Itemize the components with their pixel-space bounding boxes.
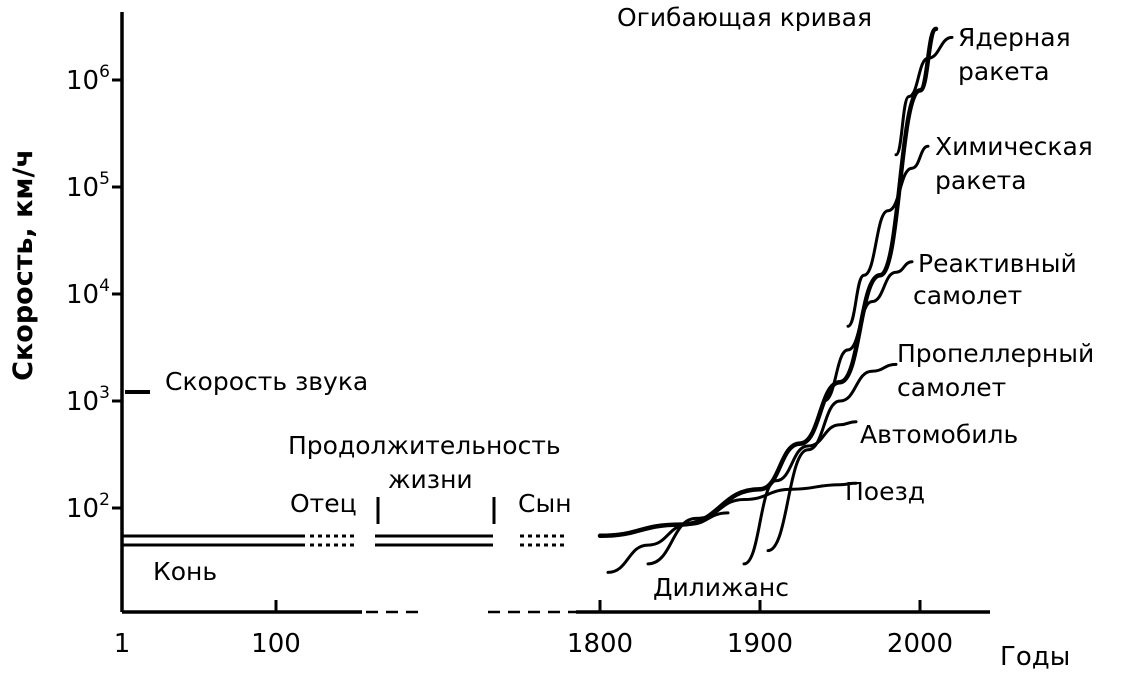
label-jet-plane: Реактивный самолет <box>913 249 1085 310</box>
y-tick-exponent: 6 <box>99 62 110 82</box>
x-tick-label: 100 <box>251 629 301 659</box>
series-line-5 <box>822 260 914 403</box>
y-tick-base: 10 <box>66 280 99 310</box>
lifespan-label-line1: Продолжительность <box>288 431 561 460</box>
lifespan-father-label: Отец <box>290 489 357 518</box>
label-chem-rocket: Химическая ракета <box>935 132 1101 195</box>
x-axis-label: Годы <box>1000 642 1070 672</box>
sound-speed-label: Скорость звука <box>165 367 368 396</box>
y-tick-exponent: 3 <box>99 383 110 403</box>
label-prop-plane-line2: самолет <box>897 373 1006 402</box>
y-tick-label: 104 <box>66 276 110 310</box>
label-stagecoach: Дилижанс <box>653 573 789 602</box>
label-horse: Конь <box>153 557 217 586</box>
label-train: Поезд <box>845 477 925 506</box>
label-envelope: Огибающая кривая <box>617 3 872 32</box>
series-line-6 <box>846 144 930 328</box>
x-tick-label: 1800 <box>567 629 633 659</box>
series-line-3 <box>742 420 858 566</box>
x-tick-group: 1 100 1800 1900 2000 <box>114 600 953 659</box>
x-tick-label: 1 <box>114 629 131 659</box>
series-line-8 <box>597 26 939 539</box>
label-car: Автомобиль <box>860 420 1018 449</box>
y-tick-exponent: 2 <box>99 490 110 510</box>
label-chem-rocket-line2: ракета <box>935 166 1027 195</box>
y-tick-base: 10 <box>66 387 99 417</box>
series-group <box>597 26 954 574</box>
y-tick-label: 106 <box>66 62 110 96</box>
lifespan-label-line2: жизни <box>388 465 473 494</box>
series-line-1 <box>606 511 730 574</box>
label-jet-plane-line1: Реактивный <box>918 249 1077 278</box>
label-chem-rocket-line1: Химическая <box>935 132 1093 161</box>
label-prop-plane: Пропеллерный самолет <box>897 339 1102 402</box>
y-tick-base: 10 <box>66 173 99 203</box>
label-nuclear-rocket-line2: ракета <box>958 57 1050 86</box>
label-jet-plane-line2: самолет <box>913 281 1022 310</box>
label-prop-plane-line1: Пропеллерный <box>897 339 1094 368</box>
series-line-7 <box>894 35 954 157</box>
horse-band <box>122 497 565 547</box>
x-tick-label: 2000 <box>887 629 953 659</box>
y-tick-exponent: 5 <box>99 169 110 189</box>
label-nuclear-rocket-line1: Ядерная <box>958 23 1071 52</box>
y-tick-label: 105 <box>66 169 110 203</box>
y-tick-label: 103 <box>66 383 110 417</box>
y-tick-base: 10 <box>66 66 99 96</box>
lifespan-son-label: Сын <box>518 489 572 518</box>
label-nuclear-rocket: Ядерная ракета <box>958 23 1079 86</box>
y-tick-exponent: 4 <box>99 276 110 296</box>
series-line-4 <box>766 362 898 553</box>
y-tick-base: 10 <box>66 494 99 524</box>
y-tick-label: 102 <box>66 490 110 524</box>
x-tick-label: 1900 <box>727 629 793 659</box>
y-axis-label: Скорость, км/ч <box>8 149 39 381</box>
